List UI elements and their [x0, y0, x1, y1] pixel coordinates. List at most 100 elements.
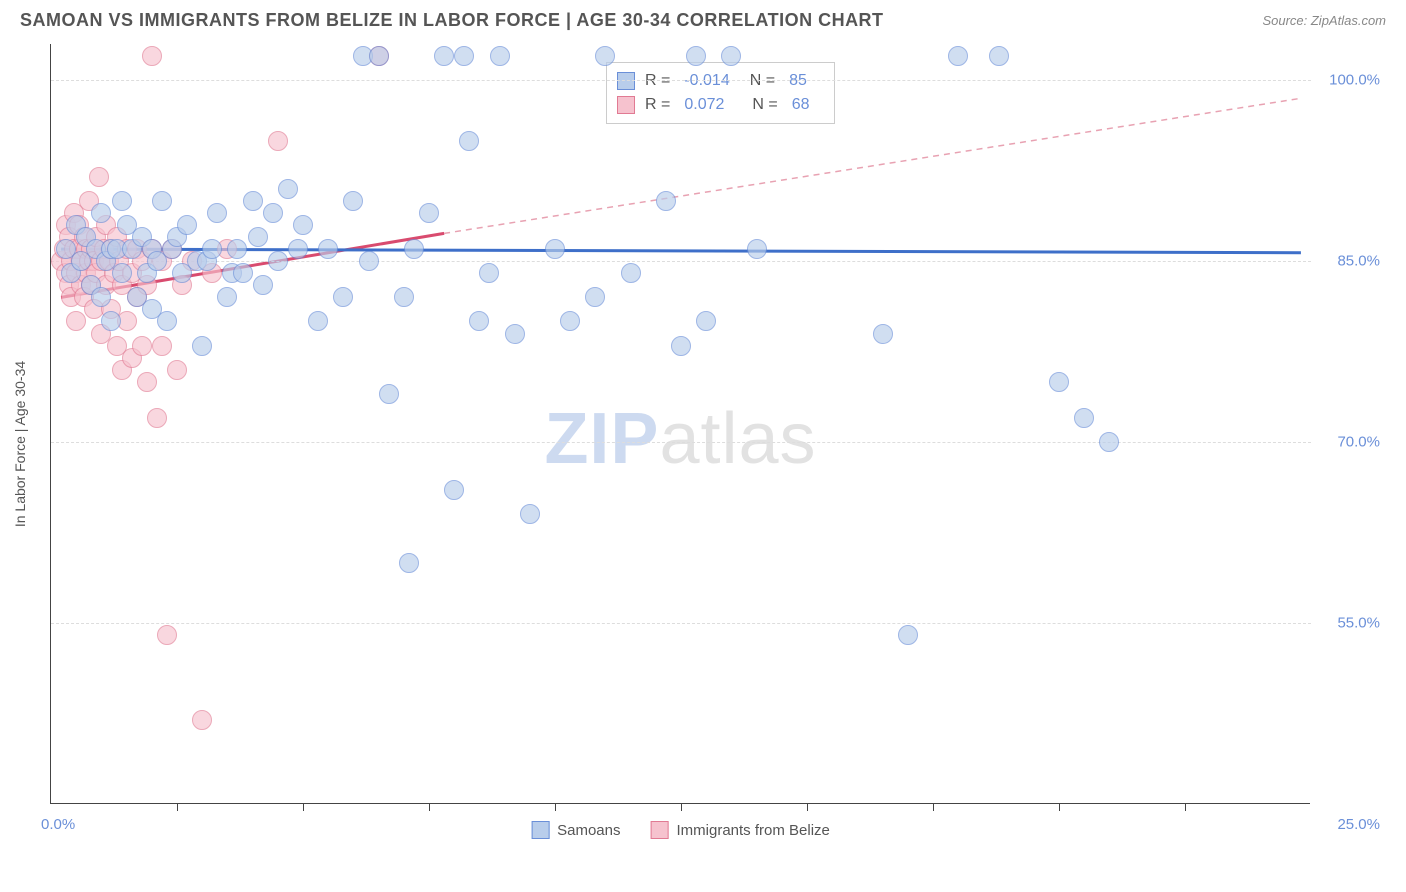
scatter-point: [318, 239, 338, 259]
chart-title: SAMOAN VS IMMIGRANTS FROM BELIZE IN LABO…: [20, 10, 884, 31]
scatter-point: [490, 46, 510, 66]
scatter-point: [399, 553, 419, 573]
scatter-point: [656, 191, 676, 211]
scatter-point: [560, 311, 580, 331]
scatter-point: [268, 251, 288, 271]
scatter-point: [686, 46, 706, 66]
scatter-point: [1074, 408, 1094, 428]
x-axis-max-label: 25.0%: [1337, 816, 1380, 833]
scatter-point: [112, 263, 132, 283]
scatter-point: [268, 131, 288, 151]
scatter-point: [369, 46, 389, 66]
scatter-point: [66, 311, 86, 331]
scatter-point: [459, 131, 479, 151]
scatter-point: [469, 311, 489, 331]
scatter-point: [202, 239, 222, 259]
belize-legend-label: Immigrants from Belize: [677, 822, 830, 839]
scatter-point: [152, 191, 172, 211]
scatter-point: [192, 336, 212, 356]
scatter-point: [243, 191, 263, 211]
scatter-point: [91, 203, 111, 223]
scatter-point: [671, 336, 691, 356]
scatter-point: [721, 46, 741, 66]
scatter-point: [434, 46, 454, 66]
plot-area: ZIPatlas R = -0.014 N = 85 R = 0.072 N =…: [50, 44, 1310, 804]
trend-lines: [51, 44, 1311, 804]
scatter-point: [479, 263, 499, 283]
scatter-point: [177, 215, 197, 235]
scatter-point: [217, 287, 237, 307]
scatter-point: [293, 215, 313, 235]
scatter-point: [520, 504, 540, 524]
scatter-point: [137, 372, 157, 392]
scatter-point: [288, 239, 308, 259]
scatter-point: [585, 287, 605, 307]
y-tick-label: 100.0%: [1320, 72, 1380, 89]
n-label: N =: [752, 93, 777, 117]
scatter-point: [152, 336, 172, 356]
bottom-legend: Samoans Immigrants from Belize: [531, 821, 830, 839]
x-tick: [807, 803, 808, 811]
scatter-point: [263, 203, 283, 223]
correlation-stats-box: R = -0.014 N = 85 R = 0.072 N = 68: [606, 62, 835, 124]
belize-legend-swatch: [651, 821, 669, 839]
y-tick-label: 55.0%: [1320, 615, 1380, 632]
x-tick: [1059, 803, 1060, 811]
x-tick: [429, 803, 430, 811]
scatter-point: [898, 625, 918, 645]
source-attribution: Source: ZipAtlas.com: [1262, 13, 1386, 28]
scatter-point: [621, 263, 641, 283]
grid-line: [51, 623, 1311, 624]
scatter-point: [207, 203, 227, 223]
scatter-point: [419, 203, 439, 223]
scatter-point: [167, 360, 187, 380]
scatter-point: [989, 46, 1009, 66]
scatter-point: [91, 287, 111, 307]
scatter-point: [444, 480, 464, 500]
scatter-point: [545, 239, 565, 259]
scatter-point: [873, 324, 893, 344]
scatter-point: [948, 46, 968, 66]
r-label: R =: [645, 93, 670, 117]
x-tick: [555, 803, 556, 811]
scatter-point: [192, 710, 212, 730]
scatter-point: [333, 287, 353, 307]
samoans-legend-swatch: [531, 821, 549, 839]
x-tick: [933, 803, 934, 811]
samoans-legend-label: Samoans: [557, 822, 620, 839]
scatter-point: [359, 251, 379, 271]
scatter-point: [227, 239, 247, 259]
scatter-point: [696, 311, 716, 331]
scatter-point: [89, 167, 109, 187]
legend-item-belize: Immigrants from Belize: [651, 821, 830, 839]
y-tick-label: 85.0%: [1320, 253, 1380, 270]
chart-container: ZIPatlas R = -0.014 N = 85 R = 0.072 N =…: [50, 44, 1390, 844]
scatter-point: [595, 46, 615, 66]
x-tick: [1185, 803, 1186, 811]
legend-item-samoans: Samoans: [531, 821, 620, 839]
belize-n-value: 68: [792, 93, 810, 117]
belize-swatch: [617, 96, 635, 114]
x-tick: [681, 803, 682, 811]
scatter-point: [308, 311, 328, 331]
scatter-point: [147, 408, 167, 428]
scatter-point: [253, 275, 273, 295]
scatter-point: [1099, 432, 1119, 452]
stats-row-belize: R = 0.072 N = 68: [617, 93, 820, 117]
scatter-point: [142, 46, 162, 66]
scatter-point: [112, 191, 132, 211]
scatter-point: [101, 311, 121, 331]
scatter-point: [248, 227, 268, 247]
scatter-point: [343, 191, 363, 211]
y-tick-label: 70.0%: [1320, 434, 1380, 451]
grid-line: [51, 442, 1311, 443]
scatter-point: [404, 239, 424, 259]
scatter-point: [1049, 372, 1069, 392]
scatter-point: [157, 311, 177, 331]
scatter-point: [747, 239, 767, 259]
grid-line: [51, 80, 1311, 81]
y-axis-label: In Labor Force | Age 30-34: [12, 361, 28, 527]
scatter-point: [157, 625, 177, 645]
scatter-point: [233, 263, 253, 283]
scatter-point: [505, 324, 525, 344]
